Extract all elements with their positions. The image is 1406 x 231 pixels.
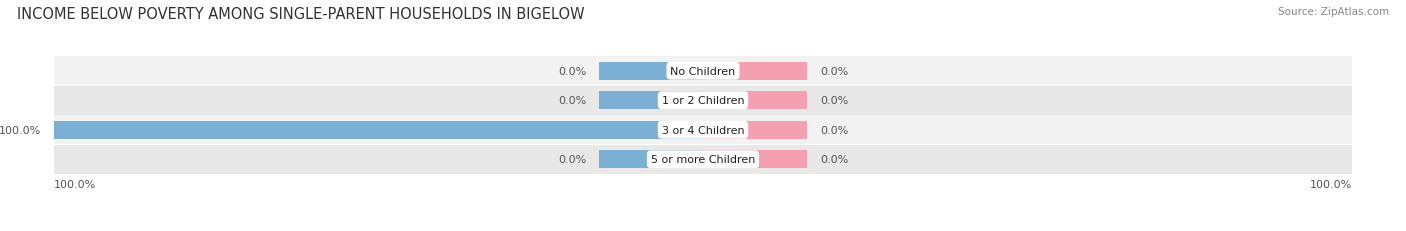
Bar <box>53 57 1353 86</box>
Bar <box>703 92 807 110</box>
Text: 3 or 4 Children: 3 or 4 Children <box>662 125 744 135</box>
Text: 0.0%: 0.0% <box>820 155 848 164</box>
Text: Source: ZipAtlas.com: Source: ZipAtlas.com <box>1278 7 1389 17</box>
Bar <box>53 86 1353 115</box>
Bar <box>599 92 703 110</box>
Bar <box>599 63 703 80</box>
Text: 100.0%: 100.0% <box>53 179 97 190</box>
Text: 5 or more Children: 5 or more Children <box>651 155 755 164</box>
Bar <box>703 63 807 80</box>
Bar <box>53 121 703 139</box>
Text: INCOME BELOW POVERTY AMONG SINGLE-PARENT HOUSEHOLDS IN BIGELOW: INCOME BELOW POVERTY AMONG SINGLE-PARENT… <box>17 7 585 22</box>
Text: 1 or 2 Children: 1 or 2 Children <box>662 96 744 106</box>
Text: 0.0%: 0.0% <box>820 96 848 106</box>
Bar <box>703 121 807 139</box>
Bar <box>703 151 807 168</box>
Text: 0.0%: 0.0% <box>558 155 586 164</box>
Text: No Children: No Children <box>671 67 735 76</box>
Text: 0.0%: 0.0% <box>558 96 586 106</box>
Text: 0.0%: 0.0% <box>820 67 848 76</box>
Text: 100.0%: 100.0% <box>1309 179 1353 190</box>
Text: 0.0%: 0.0% <box>820 125 848 135</box>
Text: 100.0%: 100.0% <box>0 125 41 135</box>
Text: 0.0%: 0.0% <box>558 67 586 76</box>
Bar <box>53 145 1353 174</box>
Bar <box>599 151 703 168</box>
Bar <box>53 116 1353 145</box>
